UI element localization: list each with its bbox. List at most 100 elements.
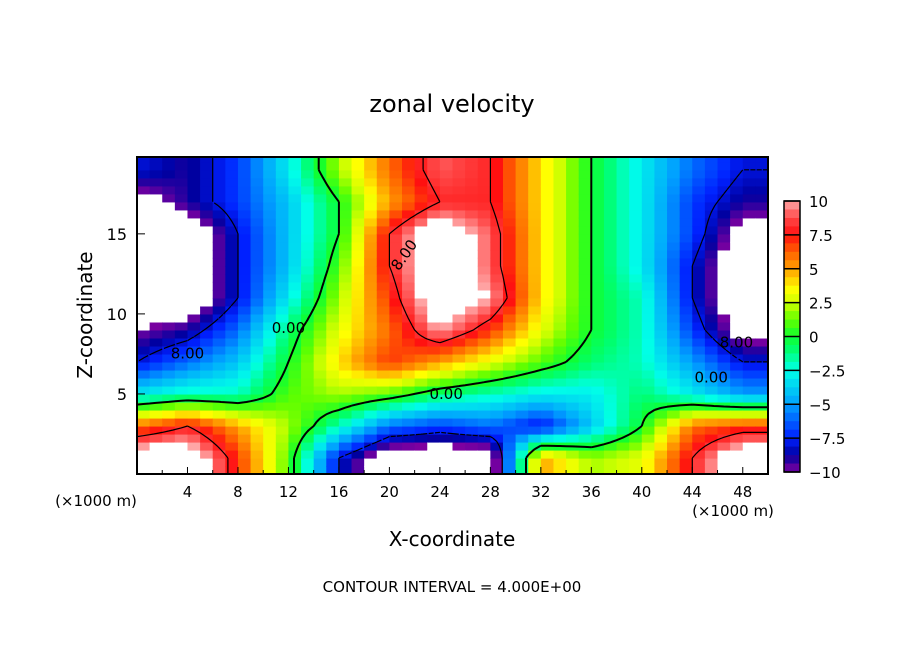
heat-cell [326, 457, 340, 467]
heat-cell [149, 385, 163, 395]
heat-cell [326, 161, 340, 171]
heat-cell [187, 225, 201, 235]
heat-cell [553, 305, 567, 315]
heat-cell [540, 385, 555, 395]
heat-cell [338, 425, 353, 435]
heat-cell [250, 377, 264, 387]
heat-cell [465, 337, 479, 347]
heat-cell [376, 177, 390, 187]
heat-cell [528, 465, 542, 475]
heat-cell [629, 201, 643, 211]
heat-cell [427, 345, 441, 355]
heat-cell [137, 425, 151, 435]
heat-cell [301, 337, 315, 347]
heat-cell [313, 233, 327, 243]
heat-cell [414, 281, 428, 291]
heat-cell [641, 337, 656, 347]
heat-cell [452, 193, 466, 203]
heat-cell [250, 441, 264, 451]
heat-cell [376, 401, 390, 411]
heat-cell [540, 401, 555, 411]
heat-cell [250, 449, 264, 459]
heat-cell [326, 241, 340, 251]
heat-cell [225, 177, 239, 187]
heat-cell [237, 457, 252, 467]
heat-cell [502, 401, 517, 411]
heat-cell [137, 377, 151, 387]
heat-cell [439, 217, 454, 227]
heat-cell [502, 265, 517, 275]
heat-cell [187, 337, 201, 347]
heat-cell [212, 193, 226, 203]
heat-cell [730, 265, 744, 275]
heat-cell [616, 377, 630, 387]
heat-cell [692, 417, 706, 427]
heat-cell [553, 177, 567, 187]
contour-label: 8.00 [720, 334, 753, 352]
heat-cell [603, 409, 618, 419]
heat-cell [717, 257, 731, 267]
heat-cell [717, 209, 731, 219]
heat-cell [200, 201, 214, 211]
heat-cell [187, 201, 201, 211]
contour-line [136, 157, 768, 474]
heat-cell [364, 273, 378, 283]
heat-cell [237, 465, 252, 475]
heat-cell [174, 209, 189, 219]
heat-cell [263, 233, 277, 243]
heat-cell [263, 185, 277, 195]
heat-cell [288, 217, 302, 227]
heat-cell [717, 449, 731, 459]
heat-cell [553, 377, 567, 387]
heat-cell [477, 177, 491, 187]
heat-cell [528, 321, 542, 331]
heat-cell [566, 345, 580, 355]
heat-cell [174, 425, 189, 435]
heat-cell [641, 329, 656, 339]
heat-cell [528, 433, 542, 443]
heat-cell [755, 161, 769, 171]
heat-cell [225, 257, 239, 267]
heat-cell [237, 241, 252, 251]
heat-cell [225, 281, 239, 291]
heat-cell [263, 289, 277, 299]
heat-cell [351, 401, 365, 411]
heat-cell [477, 233, 491, 243]
heat-cell [414, 297, 428, 307]
heat-cell [540, 281, 555, 291]
heat-cell [477, 201, 491, 211]
heat-cell [755, 193, 769, 203]
heat-cell [439, 249, 454, 259]
heat-cell [149, 345, 163, 355]
heat-cell [301, 297, 315, 307]
heat-cell [250, 193, 264, 203]
heat-cell [603, 273, 618, 283]
heat-cell [237, 225, 252, 235]
heat-cell [603, 361, 618, 371]
heat-cell [389, 465, 403, 475]
x-unit-right: (×1000 m) [692, 502, 774, 520]
heat-cell [465, 281, 479, 291]
heat-cell [389, 377, 403, 387]
heat-cell [237, 193, 252, 203]
heat-cell [174, 329, 189, 339]
heat-cell [553, 241, 567, 251]
heat-cell [187, 425, 201, 435]
heat-cell [212, 329, 226, 339]
heat-cell [692, 385, 706, 395]
heat-cell [351, 265, 365, 275]
colorbar-band [784, 201, 800, 210]
colorbar: 107.552.50−2.5−5−7.5−10 [783, 193, 845, 482]
heat-cell [742, 297, 756, 307]
heat-cell [427, 289, 441, 299]
heat-cell [616, 393, 630, 403]
heat-cell [641, 161, 656, 171]
heat-cell [174, 249, 189, 259]
heat-cell [225, 297, 239, 307]
heat-cell [730, 161, 744, 171]
heat-cell [200, 337, 214, 347]
heat-cell [200, 297, 214, 307]
heat-cell [704, 449, 719, 459]
heat-cell [452, 385, 466, 395]
heat-cell [174, 361, 189, 371]
